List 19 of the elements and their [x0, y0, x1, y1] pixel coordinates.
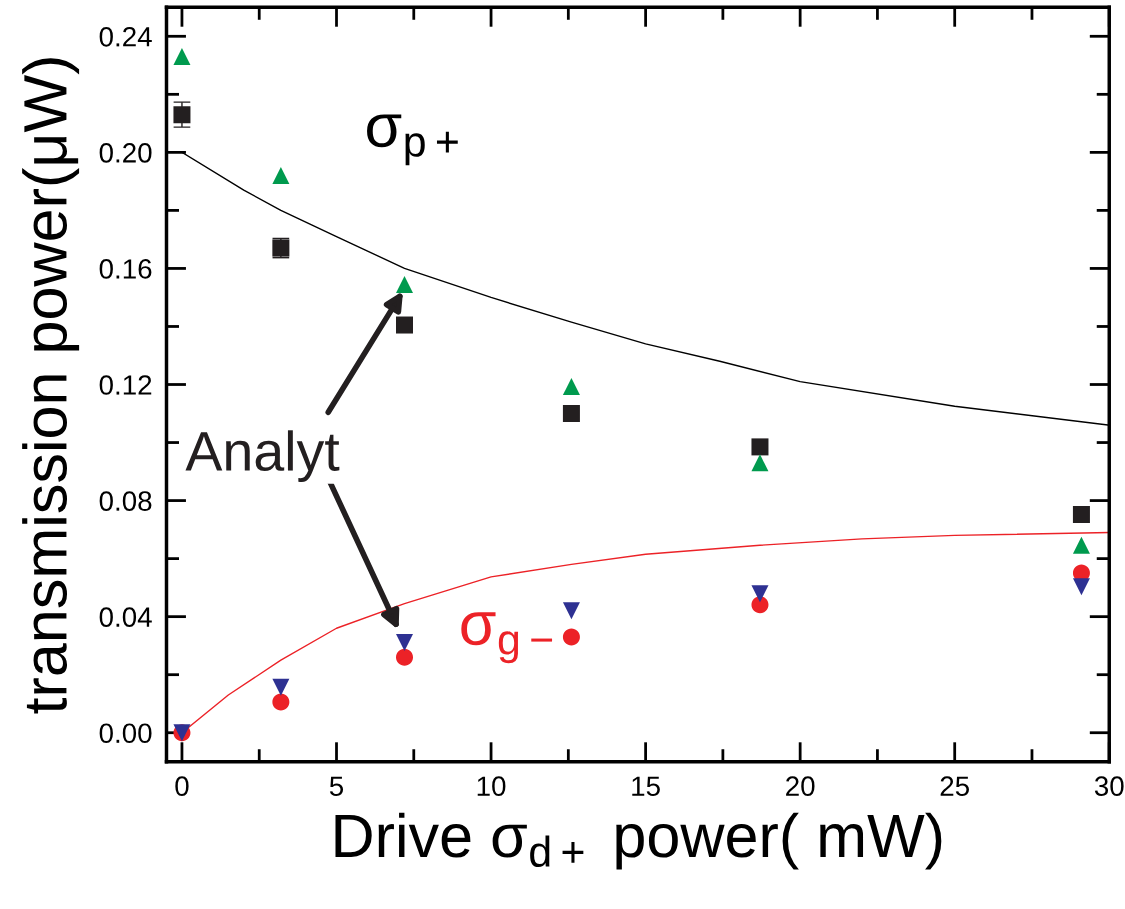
y-tick-label: 0.16	[99, 259, 152, 279]
series-label: σ$_{g−}$	[461, 612, 553, 664]
x-tick-label: 10	[477, 776, 506, 797]
annotation: Analyt	[185, 430, 340, 483]
x-tick-label: 15	[632, 776, 660, 797]
y-tick-label: 0.08	[99, 491, 152, 511]
y-tick-label: 0.04	[99, 607, 152, 627]
x-axis-title: Drive σ$_{d+}$ power( mW)	[335, 812, 942, 870]
series-label: σ$_{p+}$	[367, 114, 458, 166]
y-tick-label: 0.24	[99, 26, 152, 47]
y-tick-label: 0.12	[99, 375, 152, 395]
y-axis-title: transmission power(μW)	[22, 58, 80, 714]
y-tick-label: 0.20	[99, 143, 152, 163]
y-tick-label: 0.00	[99, 723, 152, 744]
x-tick-label: 30	[1094, 776, 1124, 797]
x-tick-label: 5	[329, 776, 344, 797]
x-tick-label: 20	[786, 776, 815, 797]
x-tick-label: 25	[940, 776, 969, 797]
x-tick-label: 0	[175, 776, 189, 797]
